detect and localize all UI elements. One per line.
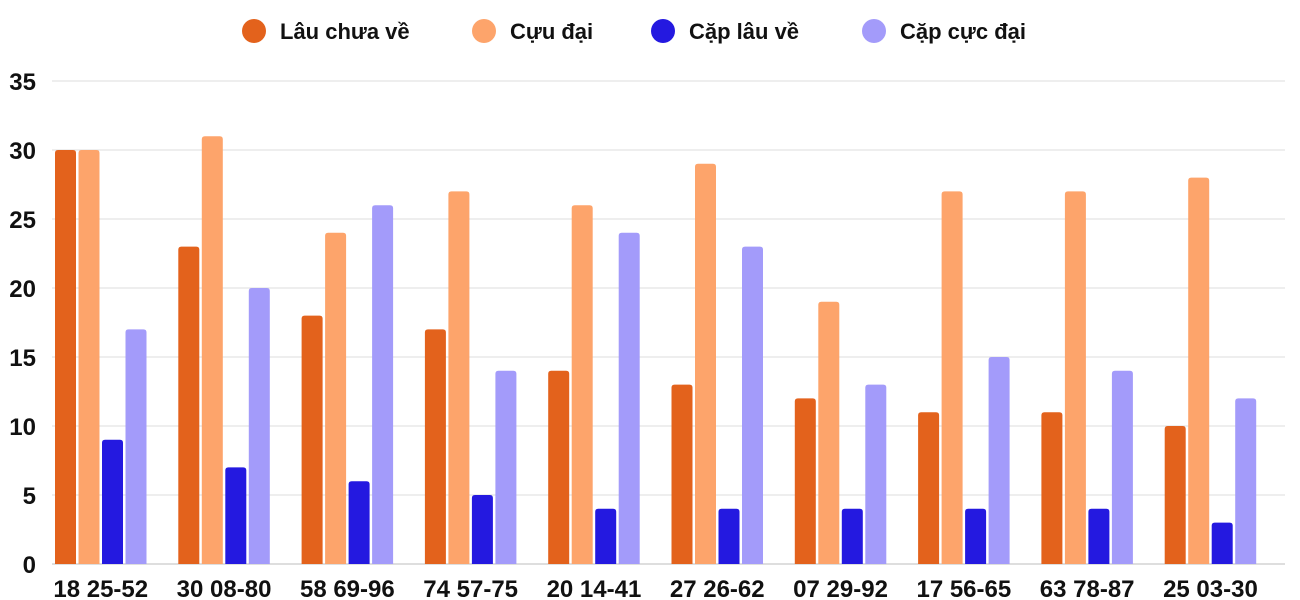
bar-2-8 xyxy=(941,191,963,564)
y-tick-label-5: 5 xyxy=(23,483,36,510)
bar-2-2 xyxy=(201,136,223,564)
bar-2-6 xyxy=(695,163,716,565)
bar-4-4 xyxy=(495,370,517,564)
bar-1-9 xyxy=(1041,412,1063,564)
bar-4-6 xyxy=(742,246,763,564)
bar-3-4 xyxy=(471,495,493,564)
bar-4-7 xyxy=(865,384,887,564)
bar-3-1 xyxy=(102,439,123,564)
legend-label-1: Lâu chưa về xyxy=(280,19,410,44)
bar-2-4 xyxy=(448,191,470,564)
y-axis: 0 5 10 15 20 25 30 35 xyxy=(9,69,36,579)
bar-3-2 xyxy=(225,467,247,564)
bar-4-3 xyxy=(372,205,394,564)
y-tick-label-25: 25 xyxy=(9,207,36,234)
legend-marker-4 xyxy=(862,19,886,43)
x-tick-label-1: 18 25-52 xyxy=(53,576,148,600)
x-tick-label-3: 58 69-96 xyxy=(300,576,395,600)
legend-label-2: Cựu đại xyxy=(510,19,593,44)
x-tick-label-6: 27 26-62 xyxy=(670,576,765,600)
bar-1-1 xyxy=(55,150,76,564)
bar-1-3 xyxy=(301,315,323,564)
bar-3-8 xyxy=(965,508,987,564)
x-tick-label-2: 30 08-80 xyxy=(177,576,272,600)
bar-2-1 xyxy=(78,150,100,564)
bar-1-6 xyxy=(671,384,693,564)
x-axis: 18 25-52 30 08-80 58 69-96 74 57-75 20 14-41… xyxy=(53,576,1257,600)
bar-1-8 xyxy=(918,412,940,564)
y-tick-label-30: 30 xyxy=(9,138,36,165)
bar-3-3 xyxy=(348,481,370,564)
legend-marker-3 xyxy=(651,19,675,43)
bar-3-5 xyxy=(595,508,617,564)
bar-2-7 xyxy=(818,301,840,564)
bar-4-8 xyxy=(988,357,1010,564)
y-tick-label-15: 15 xyxy=(9,345,36,372)
y-tick-label-0: 0 xyxy=(23,552,36,579)
bar-1-4 xyxy=(424,329,446,564)
bar-4-10 xyxy=(1235,398,1257,564)
bar-2-5 xyxy=(571,205,593,564)
y-tick-label-10: 10 xyxy=(9,414,36,441)
legend-label-3: Cặp lâu về xyxy=(689,19,799,44)
bar-1-7 xyxy=(794,398,816,564)
bar-1-10 xyxy=(1164,426,1186,564)
bar-2-3 xyxy=(325,232,347,565)
bar-3-10 xyxy=(1211,522,1233,564)
bar-2-9 xyxy=(1064,191,1086,564)
bar-3-9 xyxy=(1088,508,1110,564)
bar-4-5 xyxy=(618,232,640,565)
bar-3-7 xyxy=(841,508,863,564)
bar-4-2 xyxy=(248,288,270,564)
x-tick-label-4: 74 57-75 xyxy=(423,576,518,600)
legend-marker-2 xyxy=(472,19,496,43)
y-tick-label-20: 20 xyxy=(9,276,36,303)
bar-4-9 xyxy=(1111,370,1133,564)
x-tick-label-7: 07 29-92 xyxy=(793,576,888,600)
bar-1-2 xyxy=(178,246,200,564)
bars xyxy=(55,136,1257,565)
x-tick-label-5: 20 14-41 xyxy=(547,576,642,600)
x-tick-label-8: 17 56-65 xyxy=(916,576,1011,600)
x-tick-label-9: 63 78-87 xyxy=(1040,576,1135,600)
legend: Lâu chưa về Cựu đại Cặp lâu về Cặp cực đại xyxy=(242,19,1026,44)
bar-2-10 xyxy=(1188,177,1210,564)
bar-3-6 xyxy=(718,508,740,564)
y-tick-label-35: 35 xyxy=(9,69,36,96)
legend-marker-1 xyxy=(242,19,266,43)
legend-label-4: Cặp cực đại xyxy=(900,19,1026,44)
x-tick-label-10: 25 03-30 xyxy=(1163,576,1258,600)
bar-1-5 xyxy=(548,370,570,564)
bar-4-1 xyxy=(125,329,147,564)
